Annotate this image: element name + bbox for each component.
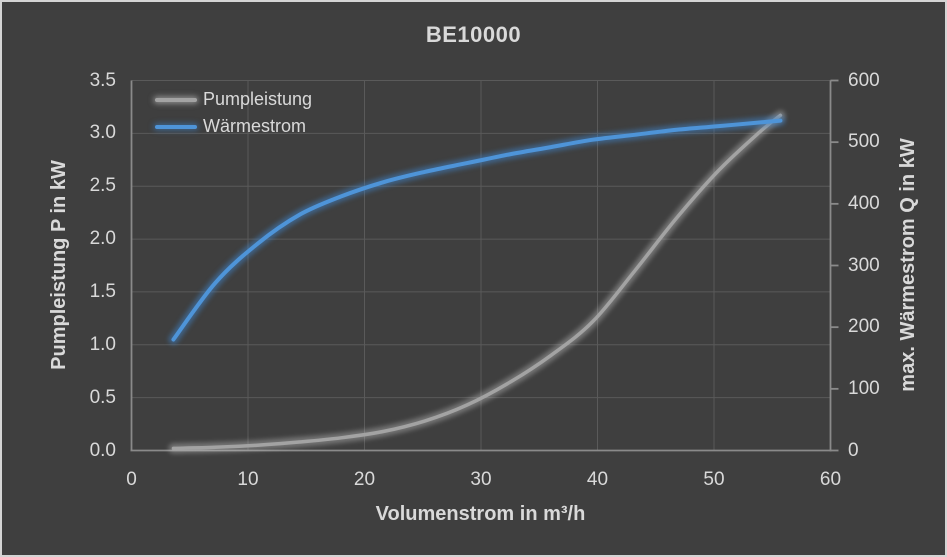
gridlines [131, 80, 831, 451]
x-axis-title: Volumenstrom in m³/h [375, 503, 586, 525]
x-tick-label: 10 [237, 469, 259, 490]
y-axis-title-right: max. Wärmestrom Q in kW [897, 138, 919, 392]
x-tick-label: 50 [703, 469, 725, 490]
y-right-tick-label: 100 [848, 377, 880, 399]
x-tick-label: 40 [586, 469, 609, 490]
chart-title: BE10000 [425, 22, 522, 47]
x-tick-label: 30 [470, 469, 492, 490]
y-right-tick-label: 300 [848, 254, 880, 276]
series-lines [168, 110, 786, 454]
y-left-tick-label: 3.0 [89, 122, 116, 144]
legend-label-waermestrom: Wärmestrom [203, 116, 306, 136]
pumpleistung-line [171, 113, 783, 451]
y-left-tick-label: 2.5 [89, 175, 116, 197]
waermestrom-line-swatch [155, 124, 197, 129]
legend-item-pumpleistung: Pumpleistung [155, 86, 312, 113]
y-left-tick-label: 1.5 [89, 280, 116, 302]
y-axis-title-left: Pumpleistung P in kW [48, 160, 70, 370]
x-tick-label: 60 [819, 469, 842, 490]
waermestrom-line [171, 118, 783, 342]
y-right-tick-label: 500 [848, 131, 880, 153]
y-left-tick-label: 0.0 [89, 439, 116, 461]
y-left-tick-label: 3.5 [89, 69, 116, 91]
y-right-tick-label: 0 [848, 439, 859, 461]
y-right-tick-label: 600 [848, 69, 880, 91]
y-left-tick-label: 1.0 [89, 333, 116, 355]
y-right-tick-label: 200 [848, 316, 880, 338]
legend: Pumpleistung Wärmestrom [155, 86, 312, 140]
waermestrom-line-glow [168, 115, 786, 345]
pumpleistung-line-swatch [155, 97, 197, 102]
x-tick-label: 0 [126, 469, 137, 490]
y-left-tick-label: 0.5 [89, 386, 116, 408]
legend-item-waermestrom: Wärmestrom [155, 113, 312, 140]
y-left-tick-label: 2.0 [89, 228, 116, 250]
legend-label-pumpleistung: Pumpleistung [203, 89, 313, 109]
y-right-tick-label: 400 [848, 192, 880, 214]
x-tick-label: 20 [353, 469, 376, 490]
